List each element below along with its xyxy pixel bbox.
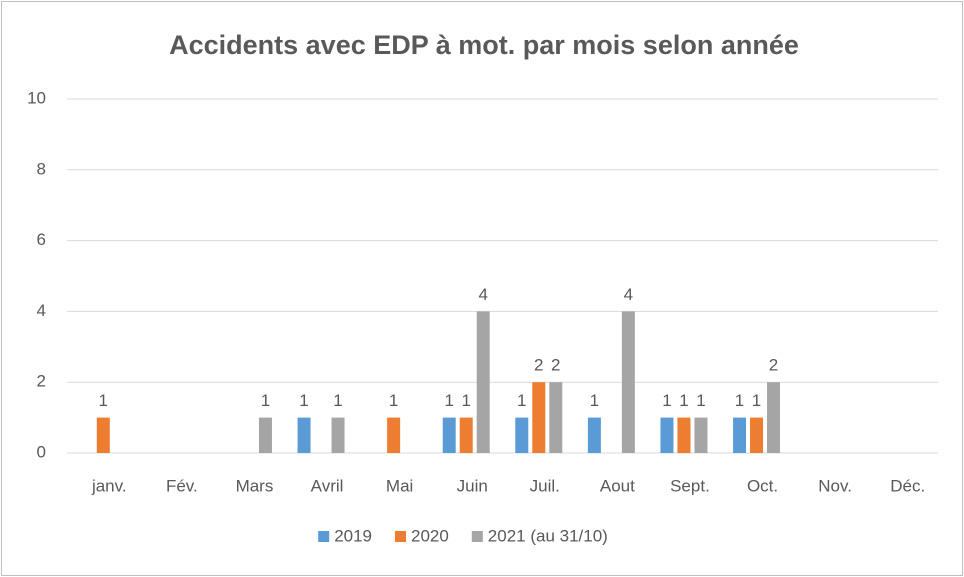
data-label: 1	[389, 391, 398, 410]
data-label: 1	[99, 391, 108, 410]
y-tick-label: 10	[27, 88, 46, 107]
bar	[476, 311, 490, 453]
data-label: 1	[752, 391, 761, 410]
data-label: 1	[261, 391, 270, 410]
x-tick-label: Juil.	[530, 476, 560, 495]
data-label: 4	[478, 285, 487, 304]
y-tick-label: 0	[37, 442, 46, 461]
data-label: 4	[624, 285, 633, 304]
y-tick-label: 6	[37, 230, 46, 249]
bar	[677, 417, 691, 453]
x-tick-label: Mars	[236, 476, 274, 495]
data-label: 1	[444, 391, 453, 410]
x-tick-label: Sept.	[670, 476, 710, 495]
data-label: 1	[333, 391, 342, 410]
data-label: 1	[662, 391, 671, 410]
bar	[387, 417, 401, 453]
bar	[459, 417, 473, 453]
legend-label: 2021 (au 31/10)	[488, 526, 608, 545]
bar	[587, 417, 601, 453]
x-tick-label: Aout	[600, 476, 635, 495]
x-tick-label: Oct.	[747, 476, 778, 495]
bar	[331, 417, 345, 453]
data-label: 2	[551, 356, 560, 375]
bar	[621, 311, 635, 453]
y-tick-label: 4	[37, 301, 46, 320]
chart-title: Accidents avec EDP à mot. par mois selon…	[169, 30, 799, 60]
bar	[694, 417, 708, 453]
bar	[532, 382, 546, 453]
data-label: 2	[534, 356, 543, 375]
y-tick-label: 2	[37, 372, 46, 391]
bar	[767, 382, 781, 453]
y-tick-label: 8	[37, 159, 46, 178]
legend-swatch	[395, 531, 406, 542]
x-tick-label: Fév.	[166, 476, 198, 495]
data-label: 1	[679, 391, 688, 410]
bar	[660, 417, 674, 453]
legend-label: 2020	[411, 526, 449, 545]
x-tick-label: Mai	[386, 476, 413, 495]
x-tick-label: Déc.	[890, 476, 925, 495]
bar	[297, 417, 311, 453]
data-label: 1	[735, 391, 744, 410]
x-tick-label: Nov.	[818, 476, 852, 495]
data-label: 1	[299, 391, 308, 410]
data-label: 2	[769, 356, 778, 375]
bar	[258, 417, 272, 453]
x-tick-label: Avril	[311, 476, 344, 495]
bar	[442, 417, 456, 453]
data-label: 1	[461, 391, 470, 410]
bar	[515, 417, 529, 453]
x-tick-label: janv.	[91, 476, 127, 495]
legend-swatch	[471, 531, 483, 542]
x-tick-label: Juin	[457, 476, 488, 495]
legend-label: 2019	[334, 526, 372, 545]
bar	[549, 382, 563, 453]
bar	[96, 417, 110, 453]
data-label: 1	[696, 391, 705, 410]
data-label: 1	[517, 391, 526, 410]
data-label: 1	[590, 391, 599, 410]
legend-swatch	[318, 531, 330, 542]
bar	[750, 417, 764, 453]
bar	[733, 417, 747, 453]
